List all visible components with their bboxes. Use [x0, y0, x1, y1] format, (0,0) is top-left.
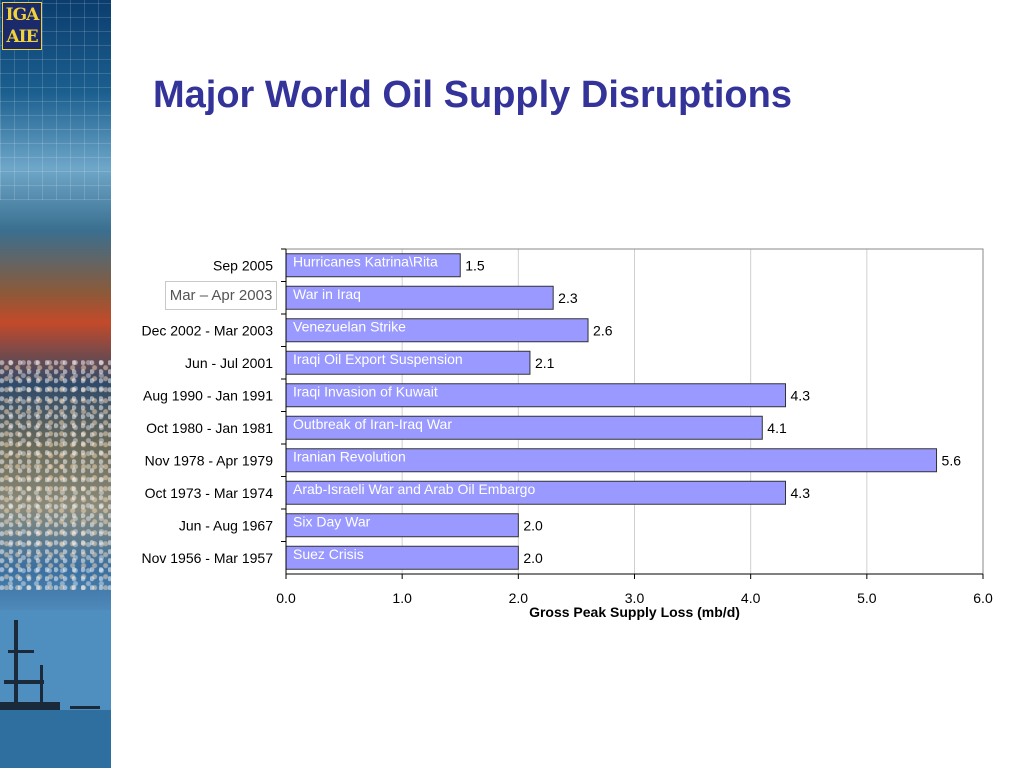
bar-event-label: Venezuelan Strike	[293, 318, 406, 334]
bar-event-label: Hurricanes Katrina\Rita	[293, 253, 438, 269]
category-label: Jun - Aug 1967	[179, 517, 273, 533]
bar-event-label: Six Day War	[293, 513, 371, 529]
bar-event-label: Iraqi Invasion of Kuwait	[293, 383, 438, 399]
x-axis: 0.0 1.0 2.0 3.0 4.0 5.0 6.0	[276, 249, 993, 606]
bar-value-label: 4.3	[791, 485, 811, 501]
bar-event-label: Suez Crisis	[293, 546, 364, 562]
category-label: Jun - Jul 2001	[185, 355, 273, 371]
x-tick-label: 2.0	[509, 590, 529, 606]
category-label: Oct 1980 - Jan 1981	[146, 420, 273, 436]
bar-event-label: Iranian Revolution	[293, 448, 406, 464]
bar-value-label: 4.1	[767, 420, 787, 436]
x-tick-label: 1.0	[392, 590, 412, 606]
category-label: Nov 1978 - Apr 1979	[145, 452, 274, 468]
bar-event-label: Iraqi Oil Export Suspension	[293, 351, 463, 367]
bar-event-label: Outbreak of Iran-Iraq War	[293, 416, 452, 432]
bar-event-label: War in Iraq	[293, 286, 361, 302]
x-tick-label: 0.0	[276, 590, 296, 606]
slide-title: Major World Oil Supply Disruptions	[153, 74, 792, 116]
logo-line-2: AIE	[6, 27, 38, 47]
bar-value-label: 2.3	[558, 290, 578, 306]
sidebar-crowd-image	[0, 360, 111, 590]
bar-value-label: 2.0	[523, 517, 543, 533]
bar-value-label: 2.6	[593, 322, 613, 338]
x-tick-label: 5.0	[857, 590, 877, 606]
category-label: Sep 2005	[213, 257, 273, 273]
category-label: Oct 1973 - Mar 1974	[145, 485, 274, 501]
decorative-sidebar: IGA AIE	[0, 0, 111, 768]
x-tick-label: 6.0	[973, 590, 993, 606]
bar-event-label: Arab-Israeli War and Arab Oil Embargo	[293, 481, 535, 497]
bar-value-label: 2.1	[535, 355, 555, 371]
date-callout-box: Mar – Apr 2003	[165, 281, 277, 310]
iea-logo: IGA AIE	[2, 2, 42, 50]
oil-rig-icon	[0, 610, 111, 768]
x-axis-title: Gross Peak Supply Loss (mb/d)	[529, 604, 740, 620]
x-tick-label: 4.0	[741, 590, 761, 606]
category-label: Dec 2002 - Mar 2003	[141, 322, 273, 338]
bars: Hurricanes Katrina\Rita 1.5 War in Iraq 2.3…	[285, 253, 962, 570]
logo-line-1: IGA	[5, 5, 40, 25]
category-labels: Sep 2005 Dec 2002 - Mar 2003 Jun - Jul 200…	[141, 248, 286, 566]
x-tick-label: 3.0	[625, 590, 645, 606]
category-label: Nov 1956 - Mar 1957	[141, 550, 273, 566]
bar-value-label: 1.5	[465, 257, 485, 273]
bar-value-label: 4.3	[791, 387, 811, 403]
bar-value-label: 5.6	[942, 452, 962, 468]
category-label: Aug 1990 - Jan 1991	[143, 387, 273, 403]
bar-value-label: 2.0	[523, 550, 543, 566]
